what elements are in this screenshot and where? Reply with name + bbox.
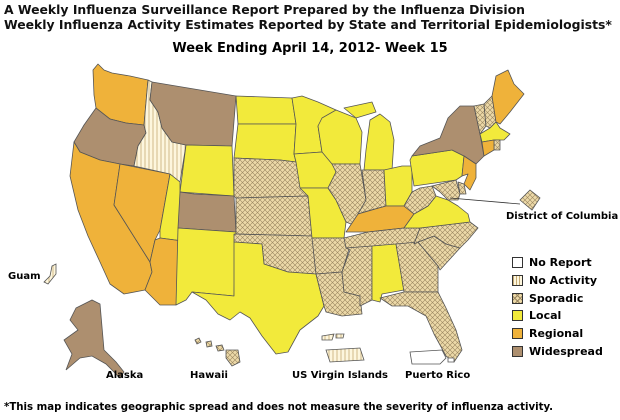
state-WY xyxy=(179,144,235,197)
legend-label: Widespread xyxy=(529,344,603,358)
state-CO xyxy=(177,191,237,233)
state-TX xyxy=(191,241,325,355)
legend-item-regional: Regional xyxy=(512,325,603,343)
week-label: Week Ending April 14, 2012- Week 15 xyxy=(172,41,448,56)
guam-label: Guam xyxy=(8,271,41,282)
footnote: *This map indicates geographic spread an… xyxy=(4,402,554,413)
state-KS xyxy=(235,195,313,237)
puerto-rico-label: Puerto Rico xyxy=(405,370,471,381)
legend-item-local: Local xyxy=(512,307,603,325)
state-HI xyxy=(194,337,241,367)
legend-item-sporadic: Sporadic xyxy=(512,289,603,307)
usvi-label: US Virgin Islands xyxy=(292,370,388,381)
dc-leader-line xyxy=(449,197,521,205)
territory-PR xyxy=(409,349,455,365)
legend-swatch-sporadic xyxy=(512,292,523,304)
state-ME xyxy=(491,69,525,125)
state-AR xyxy=(311,237,351,275)
territory-GU xyxy=(43,263,57,285)
state-AK xyxy=(63,299,125,379)
state-MD xyxy=(431,179,461,201)
alaska-label: Alaska xyxy=(106,370,144,381)
state-NJ xyxy=(461,155,477,191)
legend-label: No Activity xyxy=(529,274,598,288)
legend-swatch-local xyxy=(512,310,523,322)
legend-swatch-widespread xyxy=(512,345,523,357)
dc-inset xyxy=(519,189,541,211)
legend-item-no-activity: No Activity xyxy=(512,272,603,290)
state-MI xyxy=(343,101,395,171)
state-IL xyxy=(327,163,367,227)
state-SD xyxy=(233,123,297,163)
state-DE xyxy=(457,181,467,195)
legend-item-widespread: Widespread xyxy=(512,342,603,360)
report-title: A Weekly Influenza Surveillance Report P… xyxy=(4,2,525,17)
legend-label: Regional xyxy=(529,327,584,341)
legend-swatch-no-activity xyxy=(512,275,523,287)
legend-swatch-regional xyxy=(512,328,523,340)
hawaii-label: Hawaii xyxy=(190,370,228,381)
state-ND xyxy=(235,95,297,125)
legend-item-no-report: No Report xyxy=(512,254,603,272)
dc-label: District of Columbia xyxy=(506,211,619,222)
legend-label: No Report xyxy=(529,256,592,270)
state-MT xyxy=(149,81,237,147)
state-CT xyxy=(481,139,495,157)
state-RI xyxy=(493,139,501,151)
legend-label: Local xyxy=(529,309,562,323)
legend-swatch-no-report xyxy=(512,257,523,269)
legend-label: Sporadic xyxy=(529,291,584,305)
territory-VI xyxy=(321,333,365,363)
state-WV xyxy=(403,185,437,215)
report-subtitle: Weekly Influenza Activity Estimates Repo… xyxy=(4,17,612,32)
legend: No Report No Activity Sporadic Local Reg… xyxy=(512,254,603,360)
